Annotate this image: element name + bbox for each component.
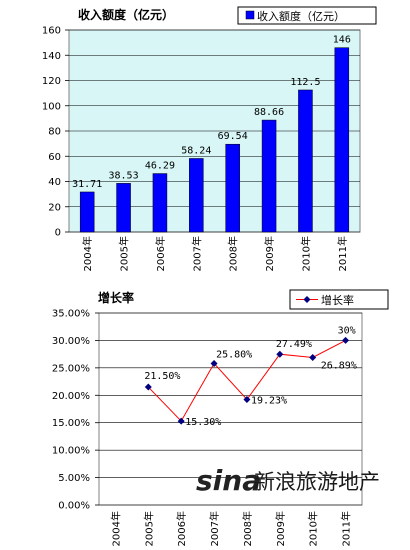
growth-line-chart: 增长率 增长率 21.50% 15.30% 25.80% 19.23% 27.49% 26… — [52, 289, 389, 546]
bar-value-label: 31.71 — [72, 179, 102, 190]
y-tick-label: 20.00% — [52, 391, 90, 402]
bar-value-label: 46.29 — [145, 161, 175, 172]
data-point-label: 27.49% — [276, 339, 312, 350]
legend-label: 收入额度（亿元） — [257, 9, 345, 23]
chart-title: 收入额度（亿元） — [78, 7, 174, 22]
legend-frame — [237, 6, 377, 25]
y-tick-label: 30.00% — [52, 336, 90, 347]
data-point — [210, 359, 218, 367]
x-tick-label: 2010年 — [299, 236, 312, 271]
y-tick-label: 80 — [48, 127, 61, 138]
x-axis-ticks: 2004年 2005年 2006年 2007年 2008年 2009年 2010年 2011年 — [109, 511, 352, 546]
x-tick-label: 2007年 — [208, 511, 221, 546]
bar-value-label: 88.66 — [254, 107, 284, 118]
line-series: 21.50% 15.30% 25.80% 19.23% 27.49% 26.89% 30% — [144, 325, 357, 428]
grid-lines — [99, 312, 362, 506]
sina-watermark: sina 新浪旅游地产 — [196, 464, 380, 497]
x-tick-label: 2011年 — [340, 511, 353, 546]
x-tick-label: 2009年 — [263, 236, 276, 271]
bar — [334, 47, 350, 233]
data-point-label: 26.89% — [321, 360, 357, 371]
bar-value-label: 58.24 — [181, 145, 211, 156]
y-axis-ticks: 0 20 40 60 80 100 120 140 160 — [42, 26, 69, 239]
chart-legend: 增长率 — [289, 289, 389, 310]
x-tick-label: 2004年 — [109, 511, 122, 546]
data-point-label: 15.30% — [185, 417, 221, 428]
legend-frame — [289, 289, 389, 310]
bar — [225, 143, 240, 233]
y-tick-label: 5.00% — [58, 473, 90, 484]
y-axis-ticks: 0.00% 5.00% 10.00% 15.00% 20.00% 25.00% 30.00%… — [52, 309, 99, 512]
data-point-label: 21.50% — [144, 371, 180, 382]
bar — [189, 158, 204, 233]
y-tick-label: 0 — [55, 228, 61, 239]
bar — [298, 89, 313, 233]
bar — [261, 119, 277, 233]
x-tick-label: 2010年 — [307, 511, 320, 546]
data-point — [177, 417, 185, 425]
data-point — [144, 383, 152, 391]
bar-value-label: 38.53 — [109, 170, 139, 181]
bar-value-label: 146 — [333, 35, 351, 46]
y-tick-label: 160 — [42, 26, 61, 37]
y-tick-label: 20 — [48, 202, 61, 213]
data-point — [342, 336, 350, 344]
x-tick-label: 2009年 — [274, 511, 287, 546]
data-point-label: 25.80% — [216, 349, 252, 360]
y-tick-label: 0.00% — [58, 501, 90, 512]
data-point-label: 30% — [338, 325, 356, 336]
bar-value-label: 112.5 — [290, 77, 320, 88]
x-axis-ticks: 2004年 2005年 2006年 2007年 2008年 2009年 2010年 2011年 — [81, 236, 349, 271]
x-tick-label: 2008年 — [241, 511, 254, 546]
legend-swatch — [245, 10, 255, 20]
data-point — [243, 396, 251, 404]
y-tick-label: 15.00% — [52, 418, 90, 429]
y-tick-label: 120 — [42, 76, 61, 87]
bar-series: 31.71 38.53 46.29 58.24 69.54 88.66 112.5 146 — [72, 35, 351, 233]
chart-title: 增长率 — [98, 290, 134, 305]
x-tick-label: 2011年 — [336, 236, 349, 271]
x-tick-label: 2004年 — [81, 236, 94, 271]
legend-marker — [303, 296, 311, 303]
data-point-label: 19.23% — [251, 396, 287, 407]
plot-area — [98, 312, 363, 506]
data-point — [309, 353, 317, 361]
y-tick-label: 100 — [42, 101, 61, 112]
y-tick-label: 25.00% — [52, 363, 90, 374]
x-tick-label: 2005年 — [142, 511, 155, 546]
y-tick-label: 140 — [42, 51, 61, 62]
y-tick-label: 40 — [48, 177, 61, 188]
x-tick-label: 2006年 — [175, 511, 188, 546]
bar — [79, 191, 95, 233]
sina-logo: sina — [196, 464, 261, 497]
x-tick-label: 2007年 — [190, 236, 203, 271]
y-tick-label: 10.00% — [52, 446, 90, 457]
x-tick-label: 2005年 — [118, 236, 131, 271]
x-tick-label: 2006年 — [154, 236, 167, 271]
data-point — [276, 350, 284, 358]
y-tick-label: 35.00% — [52, 309, 90, 320]
x-tick-label: 2008年 — [227, 236, 240, 271]
legend-label: 增长率 — [321, 293, 354, 307]
bar — [152, 173, 168, 233]
y-tick-label: 60 — [48, 152, 61, 163]
watermark-text: 新浪旅游地产 — [254, 470, 380, 494]
income-bar-chart: 收入额度（亿元） 收入额度（亿元） 31.71 38.53 46.29 58.24 69… — [42, 6, 377, 271]
bar-value-label: 69.54 — [218, 131, 248, 142]
bar — [116, 183, 131, 233]
chart-legend: 收入额度（亿元） — [237, 6, 377, 25]
